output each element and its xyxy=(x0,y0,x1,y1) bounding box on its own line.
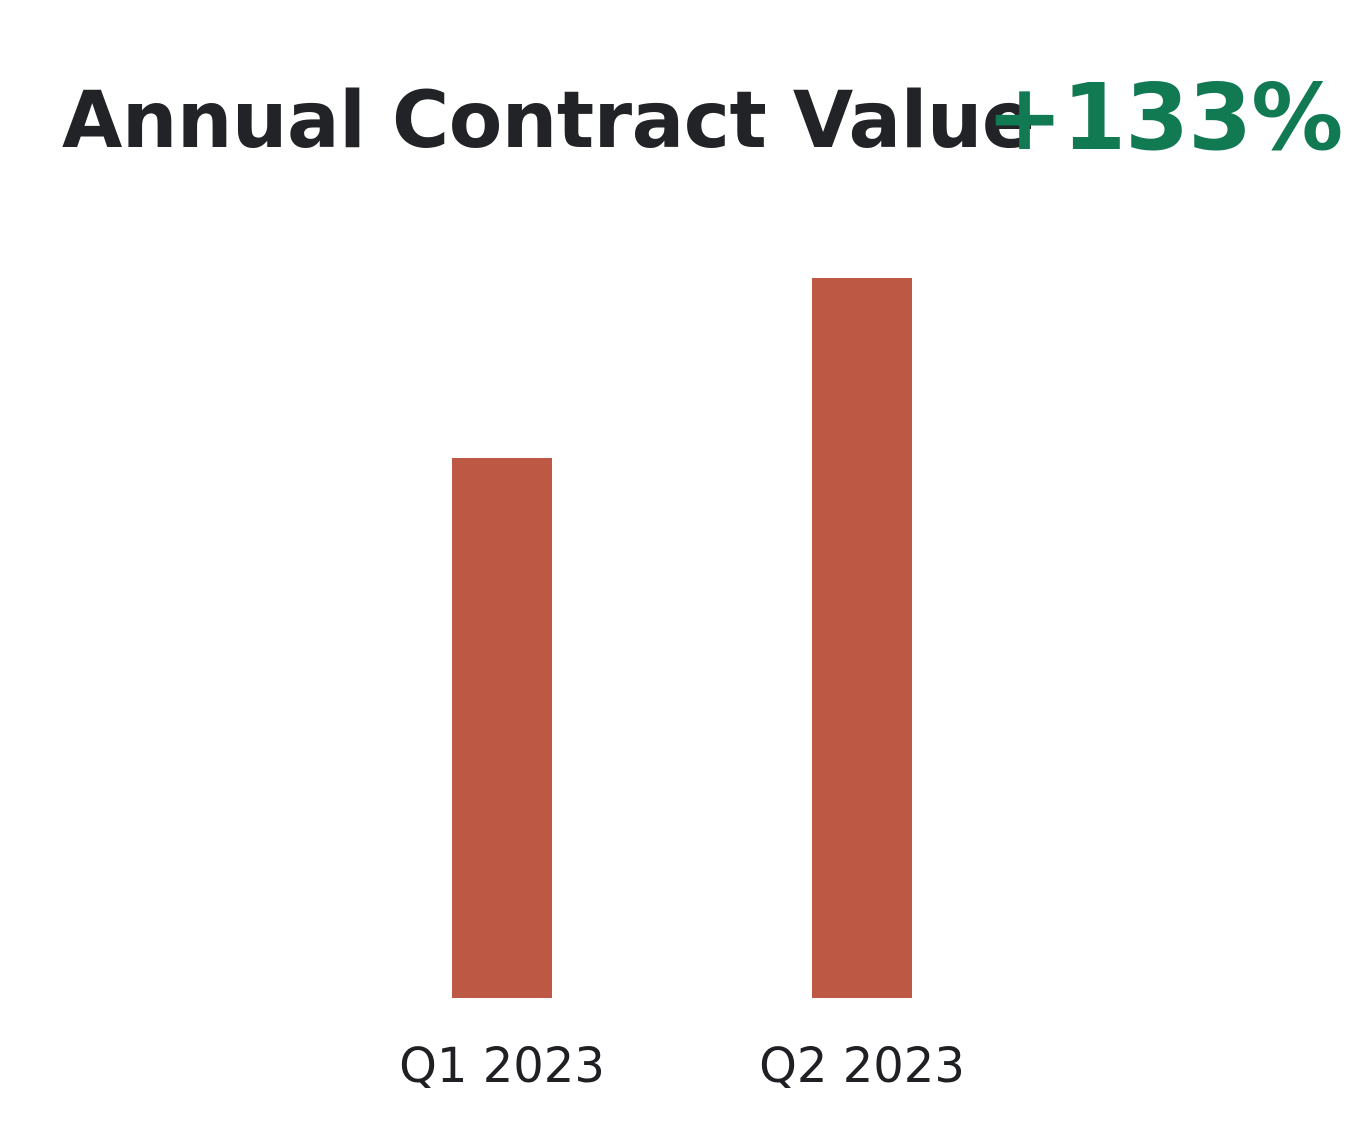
growth-badge: +133% xyxy=(986,64,1343,171)
x-tick-labels: Q1 2023 Q2 2023 xyxy=(399,1038,965,1094)
chart-header: Annual Contract Value +133% xyxy=(62,72,1343,172)
bars-group xyxy=(452,278,912,998)
bar-q1-2023 xyxy=(452,458,552,998)
x-tick-label: Q2 2023 xyxy=(759,1038,965,1094)
chart-title: Annual Contract Value xyxy=(62,76,1035,166)
x-tick-label: Q1 2023 xyxy=(399,1038,605,1094)
bar-q2-2023 xyxy=(812,278,912,998)
